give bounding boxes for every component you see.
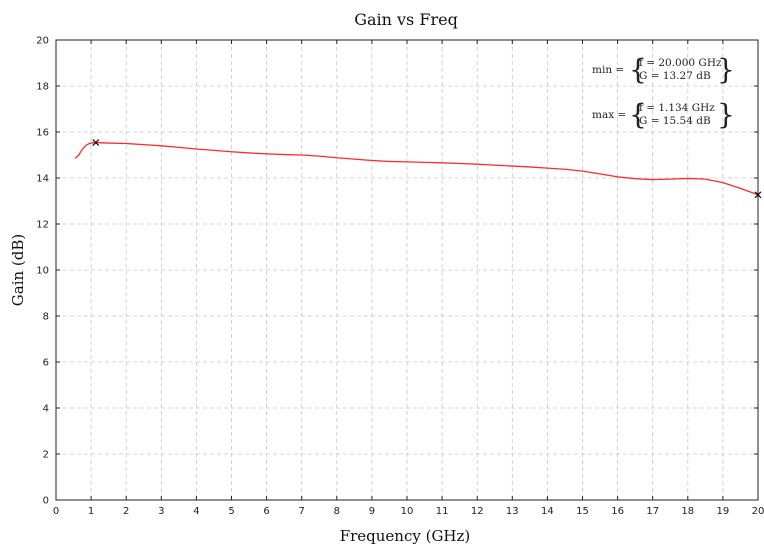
axes — [55, 39, 759, 501]
y-tick-label: 10 — [36, 266, 49, 277]
x-axis-label: Frequency (GHz) — [340, 527, 471, 545]
x-tick-label: 7 — [299, 506, 305, 517]
y-axis-label: Gain (dB) — [9, 234, 27, 306]
y-tick-label: 6 — [43, 358, 49, 369]
grid — [56, 40, 758, 500]
plot-frame — [55, 39, 759, 501]
max-label: max = — [592, 109, 626, 121]
max-annotation: max = { f = 1.134 GHz G = 15.54 dB } — [592, 98, 735, 131]
x-tick-label: 20 — [752, 506, 764, 517]
y-tick-label: 8 — [43, 312, 49, 323]
x-tick-label: 12 — [471, 506, 484, 517]
x-tick-label: 6 — [263, 506, 269, 517]
y-tick-label: 14 — [36, 174, 49, 185]
x-tick-label: 16 — [611, 506, 624, 517]
x-tick-label: 9 — [369, 506, 375, 517]
min-label: min = — [592, 64, 624, 76]
series-group — [74, 141, 759, 196]
y-tick-label: 4 — [43, 404, 49, 415]
gain-series-line — [74, 141, 759, 196]
x-tick-label: 2 — [123, 506, 129, 517]
x-tick-label: 3 — [158, 506, 164, 517]
x-tick-label: 8 — [334, 506, 340, 517]
x-tick-label: 18 — [681, 506, 694, 517]
x-tick-label: 19 — [717, 506, 730, 517]
min-f-value: f = 20.000 GHz — [639, 57, 722, 69]
y-tick-labels: 0 2 4 6 8 10 12 14 16 18 20 — [36, 36, 49, 507]
x-tick-label: 10 — [401, 506, 414, 517]
min-annotation: min = { f = 20.000 GHz G = 13.27 dB } — [592, 53, 735, 86]
x-tick-label: 1 — [88, 506, 94, 517]
extremum-marker — [92, 139, 100, 147]
min-left-brace: { — [629, 53, 647, 86]
x-tick-labels: 0 1 2 3 4 5 6 7 8 9 10 11 12 13 14 15 16 17 18 19 20 — [53, 506, 764, 517]
y-tick-label: 18 — [36, 82, 49, 93]
y-tick-label: 0 — [43, 496, 49, 507]
x-tick-label: 14 — [541, 506, 554, 517]
max-right-brace: } — [717, 98, 735, 131]
x-tick-label: 4 — [193, 506, 199, 517]
y-tick-label: 2 — [43, 450, 49, 461]
extremum-marker — [754, 191, 762, 199]
x-tick-label: 5 — [228, 506, 234, 517]
x-tick-label: 0 — [53, 506, 59, 517]
y-tick-label: 12 — [36, 220, 49, 231]
x-tick-label: 15 — [576, 506, 589, 517]
markers-group — [92, 139, 762, 199]
y-tick-label: 20 — [36, 36, 49, 47]
x-tick-label: 17 — [646, 506, 659, 517]
y-tick-label: 16 — [36, 128, 49, 139]
max-f-value: f = 1.134 GHz — [639, 102, 715, 114]
x-tick-label: 13 — [506, 506, 519, 517]
chart-title: Gain vs Freq — [354, 10, 458, 29]
x-tick-label: 11 — [436, 506, 449, 517]
min-g-value: G = 13.27 dB — [639, 70, 711, 82]
max-g-value: G = 15.54 dB — [639, 115, 711, 127]
max-left-brace: { — [629, 98, 647, 131]
min-right-brace: } — [717, 53, 735, 86]
